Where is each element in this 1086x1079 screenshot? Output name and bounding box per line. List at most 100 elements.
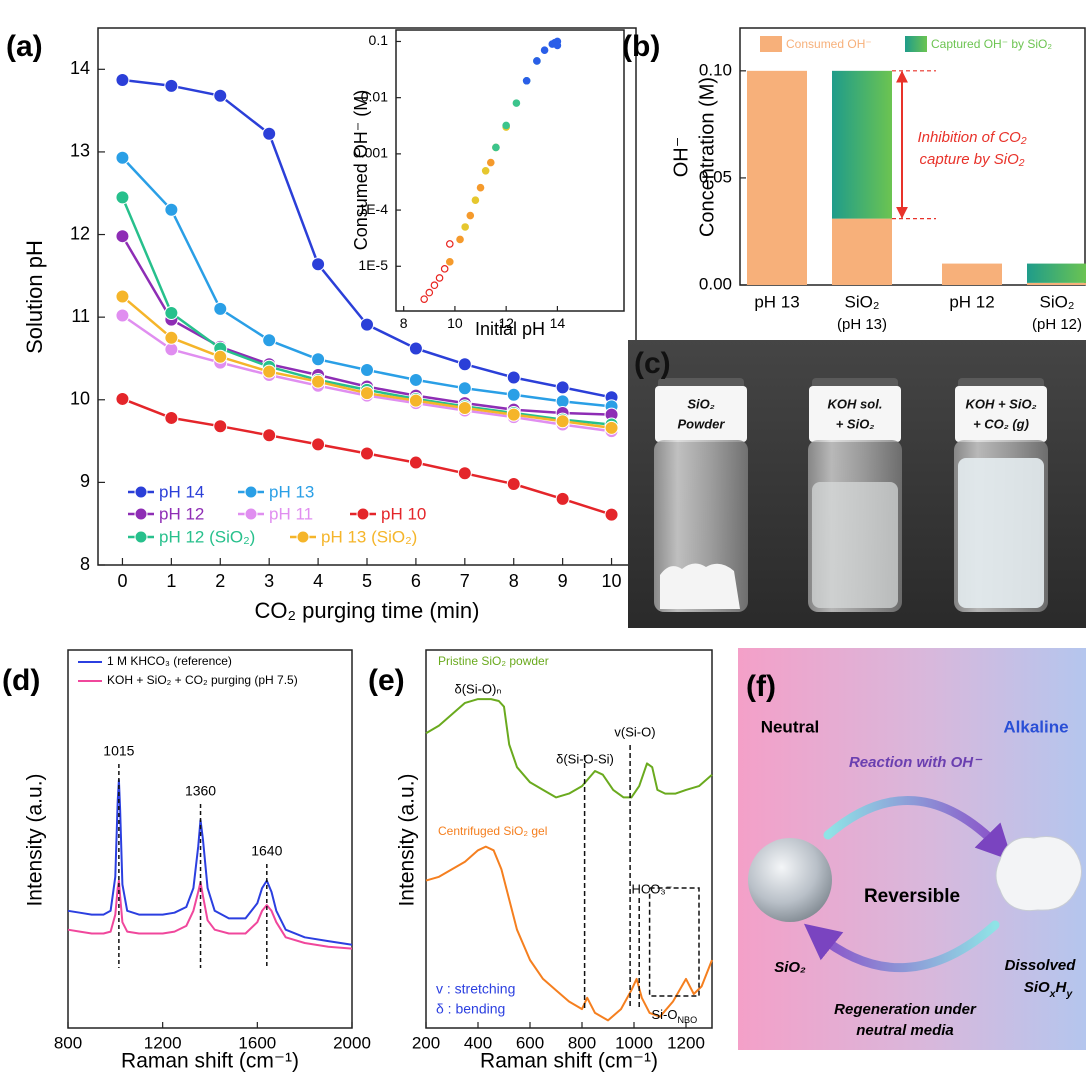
x-tick-label: 1600 [238, 1034, 276, 1053]
data-point [430, 281, 439, 290]
y-tick-label: 0.1 [369, 32, 389, 48]
legend-label: pH 11 [269, 504, 313, 523]
data-point [512, 99, 521, 107]
legend-label: pH 14 [159, 482, 204, 501]
band-label: δ(Si-O)ₙ [454, 681, 501, 696]
legend-swatch [760, 36, 782, 52]
y-tick-label: 9 [80, 471, 90, 491]
x-tick-label: 800 [568, 1034, 596, 1053]
legend-label: KOH + SiO₂ + CO₂ purging (pH 7.5) [107, 673, 298, 687]
data-point [604, 420, 619, 435]
data-point [311, 437, 326, 452]
series-line [67, 779, 353, 946]
vial [808, 378, 902, 612]
regeneration-arrow [803, 920, 1000, 973]
data-point [506, 370, 521, 385]
data-point [164, 202, 179, 217]
x-axis-label: Raman shift (cm⁻¹) [480, 1050, 658, 1073]
panel-label: (f) [746, 670, 776, 703]
y-tick-label: 0.05 [699, 167, 732, 186]
x-axis-label: Initial pH [475, 319, 545, 339]
y-tick-label: 14 [70, 58, 90, 78]
y-tick-label: 0.00 [699, 274, 732, 293]
y-tick-label: 1E-4 [358, 201, 388, 217]
data-point [425, 288, 434, 297]
diagram-label: Regeneration under [834, 1001, 977, 1018]
panel-label: (a) [6, 30, 43, 63]
data-point [445, 240, 454, 248]
vial [954, 378, 1048, 612]
x-tick-label: SiO₂ [1040, 292, 1075, 311]
data-point [262, 428, 277, 443]
data-point [115, 289, 130, 304]
data-point [540, 46, 549, 54]
x-tick-label: 400 [464, 1034, 492, 1053]
peak-label: 1360 [185, 783, 216, 799]
data-point [115, 391, 130, 406]
plot-frame [425, 649, 713, 1029]
data-point [311, 374, 326, 389]
plot-frame [395, 29, 625, 312]
legend-label: pH 10 [381, 504, 426, 523]
x-tick-label: 10 [447, 315, 463, 331]
chart-panel: 0.00 0.05 0.10 OH⁻ Concentration (M) (b) pH 13… [622, 27, 1086, 333]
x-axis-label: Raman shift (cm⁻¹) [121, 1050, 299, 1073]
x-tick-label: 8 [509, 571, 519, 591]
data-point [457, 357, 472, 372]
note: δ : bending [436, 1001, 505, 1017]
legend-marker [356, 507, 370, 521]
y-tick-label: 0.10 [699, 60, 732, 79]
silica-sphere [748, 838, 832, 922]
data-point [555, 491, 570, 506]
vial-label: + CO₂ (g) [973, 416, 1029, 431]
x-tick-label: 800 [54, 1034, 82, 1053]
chart-panel: 200 400 600 800 1000 1200 Raman shift (cm⁻¹) In… [368, 649, 713, 1073]
data-point [311, 352, 326, 367]
legend-marker [134, 485, 148, 499]
data-point [360, 363, 374, 378]
x-tick-label: 1 [166, 571, 176, 591]
diagram-panel [738, 648, 1086, 1050]
annotation: capture by SiO₂ [920, 151, 1025, 168]
data-point [115, 229, 130, 244]
data-point [553, 41, 562, 50]
data-point [360, 446, 374, 461]
panel-label: (d) [2, 664, 40, 697]
x-tick-label: 10 [602, 571, 622, 591]
bar [1027, 263, 1086, 283]
data-point [115, 190, 130, 205]
x-tick-label: 2000 [333, 1034, 371, 1053]
y-tick-label: 0.01 [361, 88, 388, 104]
plot-frame [67, 649, 353, 1029]
data-point [555, 414, 570, 429]
legend-marker [134, 507, 148, 521]
y-axis-label: Consumed OH⁻ (M) [351, 90, 371, 251]
y-tick-label: 8 [80, 554, 90, 574]
data-point [440, 265, 449, 273]
data-point [456, 235, 464, 244]
data-point [476, 183, 485, 192]
data-point [164, 306, 179, 321]
chart-panel: 800 1200 1600 2000 Raman shift (cm⁻¹) Intensi… [2, 649, 371, 1073]
data-point [408, 455, 423, 470]
data-point [262, 364, 277, 379]
data-point [457, 466, 472, 481]
legend-label: pH 13 [269, 482, 314, 501]
y-axis-label: Intensity (a.u.) [24, 773, 47, 906]
bar [832, 218, 892, 285]
data-point [164, 330, 179, 345]
data-point [502, 121, 510, 130]
x-tick-label: 7 [460, 571, 470, 591]
bar [942, 263, 1002, 285]
data-point [408, 372, 423, 387]
data-point [360, 317, 374, 332]
y-tick-label: 1E-5 [358, 257, 388, 273]
peak-label: 1015 [103, 743, 134, 759]
band-label: v(Si-O) [614, 724, 655, 739]
data-point [604, 507, 619, 522]
legend-marker [244, 485, 258, 499]
vial-label: KOH sol. [828, 396, 883, 411]
data-point [213, 349, 228, 364]
reaction-arrow [823, 796, 1013, 861]
